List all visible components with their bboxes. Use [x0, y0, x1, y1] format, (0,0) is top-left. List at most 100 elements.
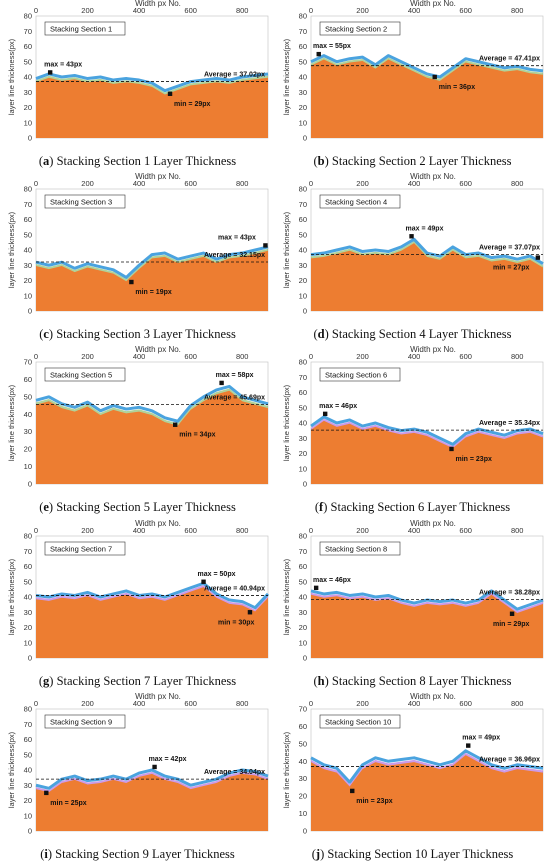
panel-caption: (g) Stacking Section 7 Layer Thickness: [38, 674, 237, 688]
y-tick-label: 20: [299, 276, 307, 285]
thickness-line: [35, 245, 269, 279]
x-axis-label: Width px No.: [135, 519, 181, 528]
x-tick-label: 0: [309, 526, 313, 535]
y-tick-label: 50: [299, 230, 307, 239]
x-tick-label: 400: [408, 6, 421, 15]
y-tick-label: 20: [299, 103, 307, 112]
section-title: Stacking Section 5: [50, 371, 112, 380]
caption-text: Stacking Section 10 Layer Thickness: [327, 847, 514, 861]
caption-text: Stacking Section 8 Layer Thickness: [331, 674, 512, 688]
section-title-box: [319, 21, 401, 36]
chart-panel-j: 0 10 20 30 40 50 60 70 0 200 400 600 800 Width px No.…: [275, 692, 550, 866]
section-title: Stacking Section 1: [50, 25, 112, 34]
x-tick-label: 200: [81, 179, 94, 188]
y-tick-label: 10: [299, 638, 307, 647]
y-tick-label: 10: [24, 118, 32, 127]
y-tick-label: 70: [24, 358, 32, 367]
y-tick-label: 0: [28, 134, 32, 143]
min-label: min = 29px: [174, 101, 210, 108]
x-tick-label: 0: [34, 526, 38, 535]
max-label: max = 43px: [218, 234, 256, 241]
thickness-area: [36, 587, 268, 658]
y-axis-label: layer line thickness(px): [282, 558, 291, 635]
panel-caption: (h) Stacking Section 8 Layer Thickness: [313, 674, 512, 688]
max-marker: [47, 70, 53, 75]
x-tick-label: 800: [236, 352, 249, 361]
min-label: min = 27px: [493, 265, 529, 272]
thickness-line: [310, 589, 544, 611]
y-tick-label: 30: [24, 781, 32, 790]
min-marker: [535, 255, 541, 260]
x-tick-label: 400: [133, 179, 146, 188]
caption-letter: g: [43, 674, 50, 688]
x-tick-label: 800: [236, 699, 249, 708]
caption-text: Stacking Section 5 Layer Thickness: [56, 500, 236, 514]
max-marker: [219, 380, 224, 386]
x-tick-label: 400: [133, 526, 146, 535]
caption-text: Stacking Section 3 Layer Thickness: [56, 327, 236, 341]
average-label: Average = 32.15px: [204, 252, 265, 259]
y-tick-label: 60: [299, 215, 307, 224]
average-label: Average = 40.94px: [204, 586, 265, 593]
y-tick-label: 10: [299, 118, 307, 127]
average-label: Average = 37.07px: [479, 244, 540, 251]
y-tick-label: 60: [24, 735, 32, 744]
chart-panel-e: 0 10 20 30 40 50 60 70 0 200 400 600 800 Width px No.…: [0, 345, 275, 519]
thickness-area: [311, 243, 543, 311]
max-marker: [313, 585, 319, 591]
x-tick-label: 0: [34, 699, 38, 708]
y-tick-label: 30: [299, 774, 307, 783]
y-tick-label: 60: [24, 375, 32, 384]
y-tick-label: 50: [24, 392, 32, 401]
section-title: Stacking Section 7: [50, 545, 112, 554]
min-label: min = 19px: [135, 289, 171, 296]
y-tick-label: 60: [24, 42, 32, 51]
y-tick-label: 40: [299, 73, 307, 82]
y-tick-label: 20: [24, 796, 32, 805]
y-tick-label: 30: [299, 434, 307, 443]
y-axis-label: layer line thickness(px): [282, 38, 291, 115]
average-label: Average = 34.04px: [204, 769, 265, 776]
y-tick-label: 80: [24, 532, 32, 541]
x-tick-label: 400: [133, 699, 146, 708]
thickness-area: [36, 250, 268, 311]
x-tick-label: 0: [309, 6, 313, 15]
x-axis-label: Width px No.: [135, 345, 181, 354]
caption-text: Stacking Section 6 Layer Thickness: [330, 500, 511, 514]
thickness-area: [311, 420, 543, 484]
min-marker: [173, 422, 178, 427]
x-tick-label: 0: [34, 6, 38, 15]
y-tick-label: 10: [24, 291, 32, 300]
y-tick-label: 80: [299, 185, 307, 194]
y-tick-label: 10: [299, 291, 307, 300]
x-tick-label: 200: [81, 6, 94, 15]
caption-letter: i: [44, 847, 48, 861]
y-tick-label: 20: [24, 445, 32, 454]
chart-panel-g: 0 10 20 30 40 50 60 70 80 0 200 400 600 800 Width px N…: [0, 519, 275, 693]
min-label: min = 30px: [218, 619, 254, 626]
y-tick-label: 50: [24, 577, 32, 586]
section-title-box: [319, 194, 401, 209]
thickness-line: [310, 237, 544, 266]
min-marker: [44, 790, 49, 796]
x-tick-label: 200: [356, 526, 369, 535]
y-tick-label: 40: [24, 766, 32, 775]
caption-letter: e: [43, 500, 49, 514]
max-label: max = 50px: [198, 571, 236, 578]
x-axis-label: Width px No.: [410, 519, 456, 528]
caption-text: Stacking Section 1 Layer Thickness: [56, 154, 237, 168]
y-tick-label: 50: [299, 57, 307, 66]
section-title-box: [44, 21, 126, 36]
y-tick-label: 40: [24, 246, 32, 255]
thickness-line: [310, 54, 544, 79]
min-label: min = 23px: [356, 798, 392, 805]
caption-text: Stacking Section 9 Layer Thickness: [55, 847, 235, 861]
y-tick-label: 30: [24, 88, 32, 97]
x-tick-label: 400: [408, 179, 421, 188]
x-axis-label: Width px No.: [135, 172, 181, 181]
min-marker: [167, 91, 173, 96]
x-tick-label: 600: [459, 699, 472, 708]
y-tick-label: 10: [299, 464, 307, 473]
